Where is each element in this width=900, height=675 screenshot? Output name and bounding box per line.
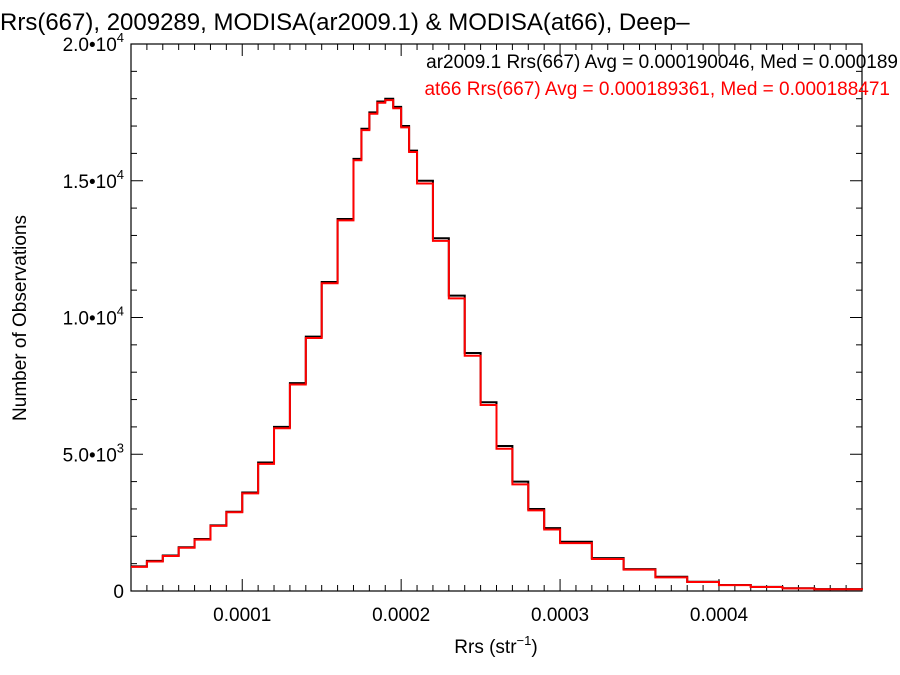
- y-tick-labels: 0 5.0•103 1.0•104 1.5•104 2.0•104: [63, 30, 124, 603]
- y-axis-label: Number of Observations: [10, 215, 31, 421]
- legend-entry-ar2009: ar2009.1 Rrs(667) Avg = 0.000190046, Med…: [426, 52, 898, 73]
- y-tick-label: 5.0•103: [63, 440, 124, 466]
- axis-ticks: [130, 43, 863, 592]
- x-tick-label: 0.0003: [531, 605, 589, 626]
- plot-frame: [130, 43, 863, 592]
- x-axis-label-close: ): [531, 637, 537, 658]
- legend-entry-at66: at66 Rrs(667) Avg = 0.000189361, Med = 0…: [424, 79, 890, 100]
- x-axis-label-main: Rrs (str: [454, 637, 517, 658]
- legend: ar2009.1 Rrs(667) Avg = 0.000190046, Med…: [424, 52, 898, 100]
- y-tick-label: 1.5•104: [63, 167, 124, 193]
- y-tick-label: 0: [113, 582, 124, 603]
- x-tick-label: 0.0001: [213, 605, 271, 626]
- series-line-ar2009-1: [131, 97, 863, 591]
- x-tick-labels: 0.0001 0.0002 0.0003 0.0004: [213, 605, 748, 626]
- x-tick-label: 0.0004: [690, 605, 749, 626]
- x-tick-label: 0.0002: [372, 605, 430, 626]
- x-axis-label-exponent: −1: [517, 633, 532, 648]
- chart-title: Rrs(667), 2009289, MODISA(ar2009.1) & MO…: [0, 9, 690, 36]
- y-tick-label: 1.0•104: [63, 304, 124, 330]
- series-group: [131, 97, 863, 591]
- y-tick-label: 2.0•104: [63, 30, 124, 56]
- x-axis-label: Rrs (str−1): [454, 633, 537, 658]
- series-line-at66: [131, 99, 863, 591]
